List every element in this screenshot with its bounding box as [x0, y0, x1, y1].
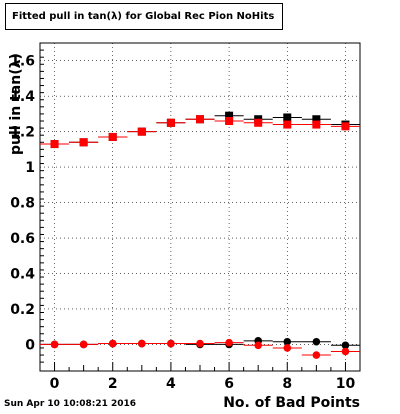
data-point-square: [341, 122, 350, 131]
y-axis-label: pull in tan(λ): [8, 53, 24, 155]
data-point-square: [196, 115, 204, 124]
x-tick-label: 6: [224, 376, 234, 392]
data-point-circle: [283, 337, 292, 346]
data-point-square: [225, 117, 234, 126]
data-point-square: [225, 111, 234, 120]
data-point-square: [283, 113, 292, 122]
data-point-square: [312, 115, 321, 124]
y-tick-label: 1.4: [10, 89, 35, 105]
data-point-circle: [341, 347, 350, 356]
timestamp-footer: Sun Apr 10 10:08:21 2016: [4, 399, 137, 409]
y-tick-label: 1.2: [10, 125, 35, 141]
data-point-circle: [167, 339, 175, 348]
x-tick-label: 8: [282, 376, 292, 392]
x-tick-label: 0: [50, 376, 60, 392]
chart-title: Fitted pull in tan(λ) for Global Rec Pio…: [5, 3, 283, 30]
data-point-circle: [196, 339, 204, 348]
x-tick-label: 4: [166, 376, 176, 392]
x-axis-label: No. of Bad Points: [223, 395, 360, 411]
y-tick-label: 1: [25, 160, 35, 176]
x-tick-label: 10: [336, 376, 356, 392]
data-point-circle: [312, 351, 321, 359]
data-point-circle: [225, 338, 233, 347]
data-point-square: [50, 140, 59, 149]
x-tick-label: 2: [108, 376, 118, 392]
y-tick-label: 0: [25, 337, 35, 353]
data-point-circle: [254, 341, 262, 350]
plot-frame: [39, 42, 361, 372]
y-tick-label: 0.8: [10, 196, 35, 212]
y-tick-label: 0.4: [10, 266, 35, 282]
y-tick-label: 0.6: [10, 231, 35, 247]
data-point-square: [283, 120, 292, 129]
data-point-square: [108, 132, 117, 141]
data-point-circle: [108, 339, 117, 348]
data-point-square: [312, 120, 321, 129]
data-point-circle: [283, 344, 292, 352]
data-point-square: [137, 127, 146, 136]
data-point-circle: [138, 339, 146, 348]
data-point-circle: [341, 341, 350, 350]
y-tick-label: 1.6: [10, 54, 35, 70]
data-point-circle: [50, 340, 59, 349]
y-tick-label: 0.2: [10, 302, 35, 318]
data-point-square: [254, 118, 263, 127]
data-point-square: [79, 138, 88, 147]
data-point-square: [166, 118, 175, 127]
data-point-circle: [79, 340, 88, 349]
data-point-circle: [312, 337, 321, 346]
